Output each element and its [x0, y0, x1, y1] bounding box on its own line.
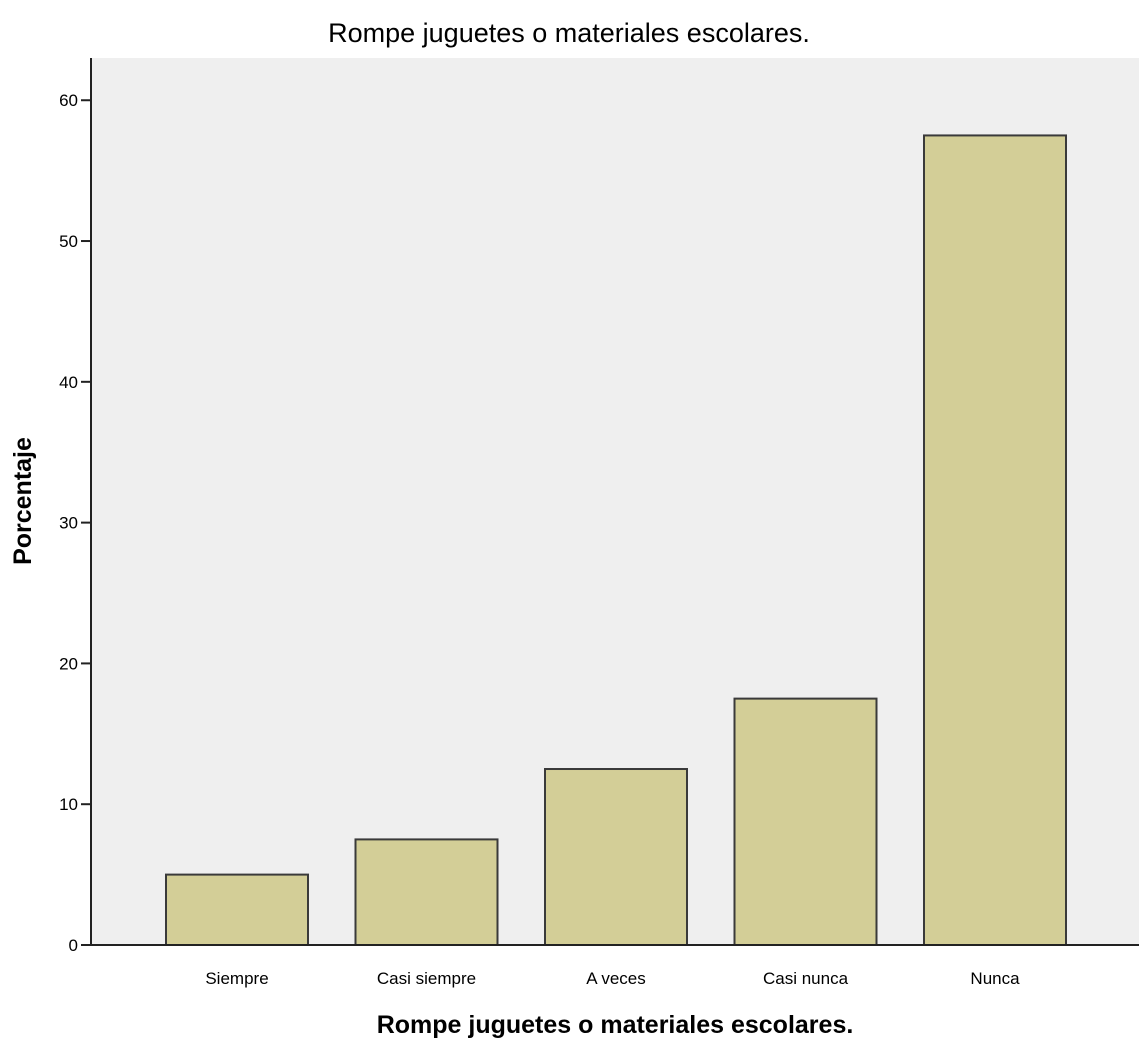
y-axis-title: Porcentaje	[9, 437, 37, 565]
bar-siempre	[165, 873, 309, 946]
y-tick-label: 60	[59, 91, 78, 110]
x-tick-label: Casi nunca	[763, 969, 849, 988]
y-tick-label: 30	[59, 514, 78, 533]
y-tick-label: 50	[59, 232, 78, 251]
bar-nunca	[923, 134, 1067, 946]
y-tick-label: 10	[59, 795, 78, 814]
x-axis-title: Rompe juguetes o materiales escolares.	[377, 1011, 854, 1039]
bar-a-veces	[544, 768, 688, 946]
axes-layer	[90, 58, 1139, 946]
y-tick-label: 40	[59, 373, 78, 392]
bar-casi-siempre	[354, 838, 499, 947]
x-tick-label: A veces	[586, 969, 646, 988]
y-tick-label: 20	[59, 654, 78, 673]
chart-title: Rompe juguetes o materiales escolares.	[328, 18, 810, 48]
y-ticks: 0 10 20 30 40 50 60	[59, 91, 91, 955]
y-tick-label: 0	[69, 936, 78, 955]
bars-layer	[165, 134, 1067, 947]
bar-casi-nunca	[733, 697, 878, 946]
x-tick-label: Siempre	[205, 969, 268, 988]
x-tick-label: Nunca	[970, 969, 1020, 988]
x-ticks: Siempre Casi siempre A veces Casi nunca Nunc…	[205, 969, 1020, 988]
x-tick-label: Casi siempre	[377, 969, 476, 988]
